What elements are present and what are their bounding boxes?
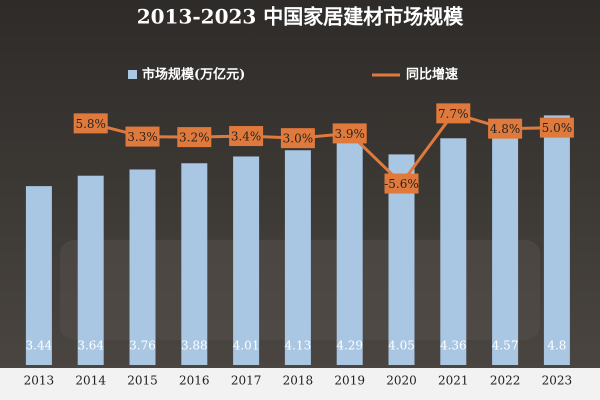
bar-value-label: 4.01	[233, 339, 260, 353]
bar-value-label: 3.64	[77, 339, 104, 353]
growth-label-box	[384, 173, 419, 194]
legend-label: 市场规模(万亿元)	[142, 67, 245, 83]
bar	[233, 156, 260, 365]
x-tick-label: 2017	[231, 374, 262, 388]
growth-label: 3.3%	[127, 130, 158, 144]
growth-label-box	[436, 103, 471, 124]
bar	[492, 127, 519, 365]
x-tick-label: 2019	[334, 374, 365, 388]
bar-value-label: 4.05	[388, 339, 415, 353]
bar-value-label: 4.13	[285, 339, 312, 353]
bar-value-label: 3.76	[129, 339, 156, 353]
growth-label-box	[125, 126, 160, 147]
bar	[25, 186, 52, 365]
growth-label: 5.8%	[75, 117, 106, 131]
growth-label: 3.2%	[179, 131, 210, 145]
growth-label-box	[488, 118, 523, 139]
bar	[129, 169, 156, 365]
chart-title: 2013-2023 中国家居建材市场规模	[137, 5, 465, 29]
x-tick-label: 2022	[490, 374, 521, 388]
growth-label: 5.0%	[542, 121, 573, 135]
bar-value-label: 4.36	[440, 339, 467, 353]
x-tick-label: 2018	[283, 374, 314, 388]
growth-label: 3.0%	[283, 132, 314, 146]
growth-label: -5.6%	[384, 177, 419, 191]
growth-label-box	[73, 113, 108, 134]
bar	[336, 141, 363, 365]
bar-value-label: 3.88	[181, 339, 208, 353]
axis-strip	[0, 368, 600, 400]
x-tick-label: 2016	[179, 374, 210, 388]
growth-label: 4.8%	[490, 122, 521, 136]
bar	[77, 175, 104, 365]
growth-line	[90, 111, 557, 186]
growth-label-box	[177, 127, 212, 148]
x-tick-label: 2015	[127, 374, 158, 388]
x-tick-label: 2013	[24, 374, 55, 388]
growth-label-box	[229, 126, 264, 147]
bar	[284, 150, 311, 365]
bar-value-label: 4.57	[492, 339, 519, 353]
bar-value-label: 4.29	[336, 339, 363, 353]
x-tick-label: 2021	[438, 374, 469, 388]
x-tick-label: 2014	[75, 374, 106, 388]
legend-label: 同比增速	[406, 67, 458, 83]
bar	[543, 115, 570, 366]
bar-value-label: 4.8	[547, 339, 566, 353]
bar	[440, 138, 467, 365]
growth-label: 3.9%	[334, 127, 365, 141]
growth-label-box	[332, 123, 367, 144]
x-tick-label: 2020	[386, 374, 417, 388]
growth-label-box	[539, 117, 574, 138]
legend-swatch-bar	[128, 70, 137, 79]
bar	[181, 163, 208, 365]
x-tick-label: 2023	[542, 374, 573, 388]
growth-label: 7.7%	[438, 107, 469, 121]
bar-value-label: 3.44	[26, 339, 53, 353]
growth-label-box	[280, 128, 315, 149]
growth-label: 3.4%	[231, 130, 262, 144]
